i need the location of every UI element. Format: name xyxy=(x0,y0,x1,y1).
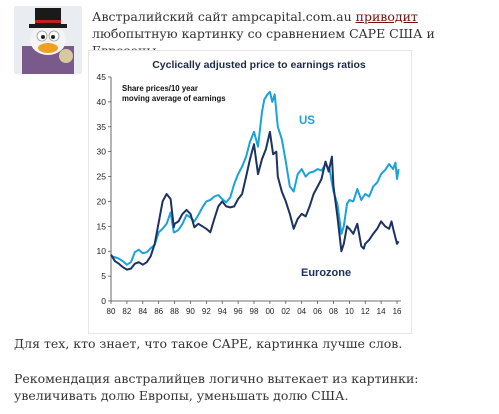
x-tick-label: 00 xyxy=(265,307,274,316)
y-tick-label: 10 xyxy=(97,246,107,256)
y-tick-label: 30 xyxy=(97,147,107,157)
x-tick-label: 92 xyxy=(202,307,211,316)
x-tick-label: 06 xyxy=(313,307,322,316)
source-link[interactable]: приводит xyxy=(355,9,418,24)
y-tick-label: 45 xyxy=(97,72,107,82)
x-tick-label: 84 xyxy=(138,307,147,316)
x-tick-label: 90 xyxy=(186,307,195,316)
eurozone-series-line xyxy=(110,130,400,271)
x-tick-label: 80 xyxy=(107,307,116,316)
paragraph-2: Рекомендация австралийцев логично вытека… xyxy=(14,371,419,403)
avatar-image xyxy=(14,6,82,74)
x-tick-label: 88 xyxy=(170,307,179,316)
x-tick-label: 10 xyxy=(345,307,354,316)
x-tick-label: 98 xyxy=(250,307,259,316)
x-tick-label: 94 xyxy=(218,307,227,316)
x-tick-label: 04 xyxy=(297,307,306,316)
us-series-line xyxy=(110,90,400,266)
y-tick-label: 40 xyxy=(97,97,107,107)
x-tick-label: 12 xyxy=(361,307,370,316)
paragraph-1: Для тех, кто знает, что такое CAPE, карт… xyxy=(14,336,403,351)
y-tick-label: 20 xyxy=(97,196,107,206)
x-tick-label: 96 xyxy=(234,307,243,316)
y-tick-label: 0 xyxy=(101,296,106,306)
x-tick-label: 86 xyxy=(154,307,163,316)
x-tick-label: 02 xyxy=(281,307,290,316)
intro-text-start: Австралийский сайт ampcapital.com.au xyxy=(92,9,356,24)
y-tick-label: 15 xyxy=(97,221,107,231)
y-tick-label: 5 xyxy=(101,271,106,281)
x-tick-label: 14 xyxy=(377,307,386,316)
chart-annotation-line2: moving average of earnings xyxy=(122,94,226,103)
chart-title: Cyclically adjusted price to earnings ra… xyxy=(152,59,366,71)
author-avatar[interactable] xyxy=(14,6,82,74)
x-tick-label: 82 xyxy=(122,307,131,316)
x-tick-label: 08 xyxy=(329,307,338,316)
chart-canvas: Cyclically adjusted price to earnings ra… xyxy=(97,59,402,316)
chart-annotation-line1: Share prices/10 year xyxy=(122,84,198,93)
x-tick-label: 16 xyxy=(393,307,402,316)
cape-chart[interactable]: Cyclically adjusted price to earnings ra… xyxy=(88,50,412,334)
legend-label-us: US xyxy=(299,115,315,127)
y-tick-label: 35 xyxy=(97,122,107,132)
y-tick-label: 25 xyxy=(97,172,107,182)
legend-label-eurozone: Eurozone xyxy=(301,267,351,279)
